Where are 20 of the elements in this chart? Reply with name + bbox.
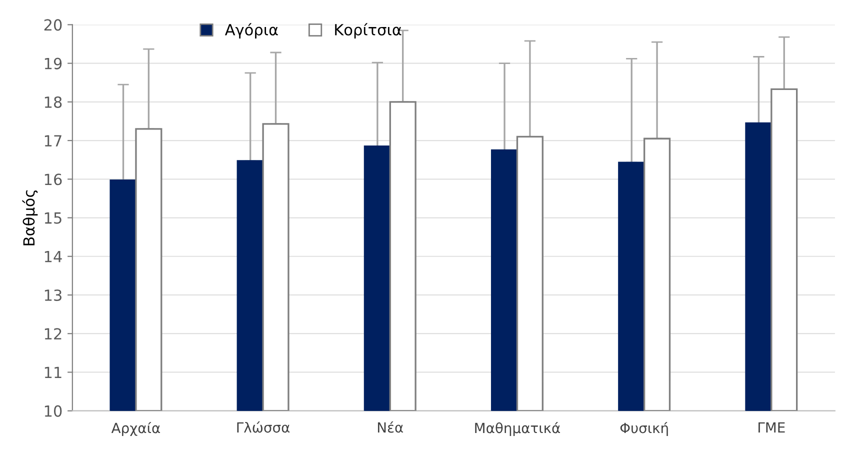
y-tick-label: 13 <box>44 289 62 302</box>
x-tick-label: Φυσική <box>620 422 668 436</box>
y-tick-label: 16 <box>44 174 62 186</box>
y-tick-label: 17 <box>44 135 62 146</box>
y-tick-label: 11 <box>44 366 62 378</box>
y-tick-label: 19 <box>44 58 62 70</box>
x-tick-label: Γλώσσα <box>237 421 290 433</box>
legend-label: Αγόρια <box>224 23 278 38</box>
y-tick-label: 10 <box>44 405 62 417</box>
y-axis-title: Βαθμός <box>22 190 38 246</box>
x-tick-label: ΓΜΕ <box>758 422 785 432</box>
y-tick-label: 14 <box>44 251 62 262</box>
x-tick-label: Αρχαία <box>111 422 160 436</box>
x-tick-label: Νέα <box>378 421 404 433</box>
x-tick-label: Μαθηματικά <box>475 422 560 436</box>
y-tick-label: 20 <box>44 19 62 31</box>
y-tick-label: 18 <box>44 96 62 108</box>
y-tick-label: 15 <box>44 212 62 224</box>
legend-label: Κορίτσια <box>335 23 402 38</box>
y-tick-label: 12 <box>44 328 62 340</box>
